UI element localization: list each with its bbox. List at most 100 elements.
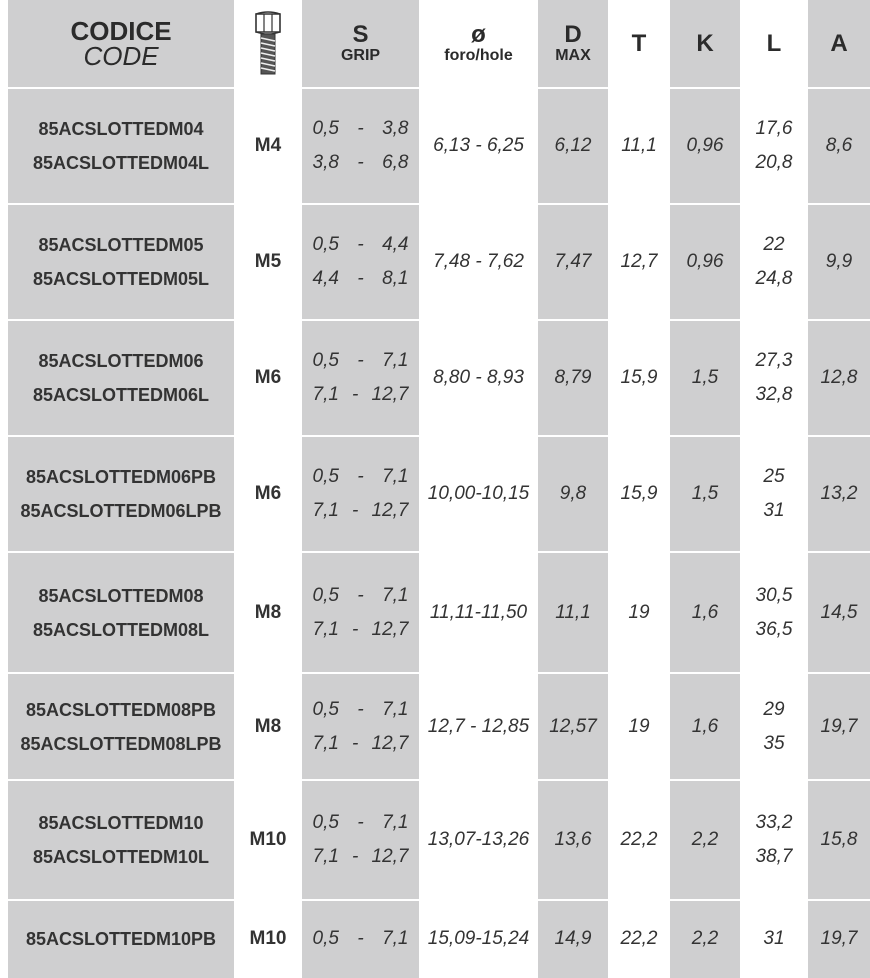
- t-cell: 15,9: [608, 436, 670, 552]
- grip-range: 7,1-12,7: [313, 613, 409, 647]
- grip-min: 7,1: [312, 384, 339, 405]
- a-cell: 19,7: [808, 673, 870, 780]
- k-value: 2,2: [691, 829, 719, 850]
- grip-dash: -: [352, 732, 359, 754]
- grip-max: 7,1: [382, 466, 409, 487]
- hole-cell: 10,00-10,15: [419, 436, 538, 552]
- k-cell: 1,5: [670, 436, 740, 552]
- grip-range: 0,5-7,1: [313, 693, 409, 727]
- col-grip-bg: [302, 0, 419, 978]
- grip-max: 7,1: [382, 584, 409, 606]
- l-cell: 33,2 38,7: [740, 780, 808, 900]
- grip-min: 7,1: [312, 732, 339, 754]
- code-cell: 85ACSLOTTEDM10PB: [8, 900, 234, 978]
- header-code-title: CODICE: [70, 16, 172, 46]
- grip-dash: -: [357, 584, 364, 606]
- code-cell: 85ACSLOTTEDM08 85ACSLOTTEDM08L: [8, 552, 234, 673]
- thread-size: M4: [254, 135, 282, 156]
- t-cell: 22,2: [608, 780, 670, 900]
- grip-cell: 0,5-7,1: [302, 900, 419, 978]
- code-cell: 85ACSLOTTEDM04 85ACSLOTTEDM04L: [8, 88, 234, 204]
- grip-max: 8,1: [382, 268, 409, 289]
- header-grip: S GRIP: [302, 0, 419, 88]
- header-grip-subtitle: GRIP: [340, 47, 381, 64]
- l-value: 32,8: [755, 384, 793, 405]
- grip-cell: 0,5-7,1 7,1-12,7: [302, 552, 419, 673]
- product-code: 85ACSLOTTEDM06L: [32, 385, 210, 405]
- header-code-subtitle: CODE: [83, 41, 159, 71]
- hole-range: 15,09-15,24: [427, 928, 530, 949]
- k-cell: 1,6: [670, 552, 740, 673]
- t-value: 19: [628, 715, 650, 737]
- product-code: 85ACSLOTTEDM06PB: [25, 467, 217, 487]
- size-cell: M8: [234, 552, 302, 673]
- size-cell: M4: [234, 88, 302, 204]
- thread-size: M6: [254, 367, 282, 388]
- a-value: 14,5: [820, 601, 858, 623]
- t-value: 19: [628, 601, 650, 623]
- grip-cell: 0,5-3,8 3,8-6,8: [302, 88, 419, 204]
- a-cell: 8,6: [808, 88, 870, 204]
- d-cell: 8,79: [538, 320, 608, 436]
- hole-cell: 7,48 - 7,62: [419, 204, 538, 320]
- k-cell: 2,2: [670, 780, 740, 900]
- grip-dash: -: [357, 234, 364, 255]
- grip-range: 0,5-7,1: [313, 344, 409, 378]
- grip-max: 12,7: [371, 500, 409, 521]
- grip-range: 0,5-7,1: [313, 806, 409, 840]
- a-cell: 14,5: [808, 552, 870, 673]
- header-k: K: [670, 0, 740, 88]
- hex-bolt-icon: [255, 11, 281, 75]
- row-divider: [0, 779, 870, 781]
- l-value: 36,5: [755, 618, 793, 640]
- header-code: CODICE CODE: [8, 0, 234, 88]
- grip-cell: 0,5-7,1 7,1-12,7: [302, 320, 419, 436]
- grip-min: 4,4: [312, 268, 339, 289]
- a-value: 19,7: [820, 928, 858, 949]
- grip-dash: -: [352, 384, 359, 405]
- a-value: 15,8: [820, 829, 858, 850]
- header-hole-title: ø: [471, 21, 486, 48]
- t-cell: 19: [608, 673, 670, 780]
- product-code: 85ACSLOTTEDM06LPB: [20, 501, 222, 521]
- header-k-title: K: [696, 30, 714, 57]
- row-divider: [0, 672, 870, 674]
- grip-min: 0,5: [312, 584, 339, 606]
- product-code: 85ACSLOTTEDM10: [38, 813, 204, 833]
- col-d-bg: [538, 0, 608, 978]
- header-bolt: [234, 0, 302, 88]
- d-cell: 6,12: [538, 88, 608, 204]
- t-cell: 15,9: [608, 320, 670, 436]
- code-cell: 85ACSLOTTEDM08PB 85ACSLOTTEDM08LPB: [8, 673, 234, 780]
- header-t: T: [608, 0, 670, 88]
- d-cell: 7,47: [538, 204, 608, 320]
- t-cell: 22,2: [608, 900, 670, 978]
- col-a-bg: [808, 0, 870, 978]
- t-value: 22,2: [620, 928, 658, 949]
- product-code: 85ACSLOTTEDM08PB: [25, 699, 217, 720]
- k-cell: 0,96: [670, 88, 740, 204]
- k-value: 1,5: [691, 483, 719, 504]
- grip-dash: -: [357, 698, 364, 720]
- l-value: 35: [763, 732, 785, 754]
- l-cell: 25 31: [740, 436, 808, 552]
- a-value: 9,9: [825, 251, 853, 272]
- l-value: 22: [763, 234, 785, 255]
- grip-range: 7,1-12,7: [313, 494, 409, 528]
- grip-max: 3,8: [382, 118, 409, 139]
- grip-dash: -: [352, 500, 359, 521]
- k-value: 0,96: [686, 135, 724, 156]
- header-l: L: [740, 0, 808, 88]
- a-cell: 12,8: [808, 320, 870, 436]
- hole-cell: 11,11-11,50: [419, 552, 538, 673]
- grip-range: 0,5-7,1: [313, 922, 409, 956]
- l-value: 24,8: [755, 268, 793, 289]
- header-d-title: D: [564, 21, 582, 48]
- grip-range: 0,5-3,8: [313, 112, 409, 146]
- col-k-bg: [670, 0, 740, 978]
- code-cell: 85ACSLOTTEDM06 85ACSLOTTEDM06L: [8, 320, 234, 436]
- d-value: 6,12: [554, 135, 592, 156]
- row-divider: [0, 435, 870, 437]
- size-cell: M10: [234, 900, 302, 978]
- hole-cell: 13,07-13,26: [419, 780, 538, 900]
